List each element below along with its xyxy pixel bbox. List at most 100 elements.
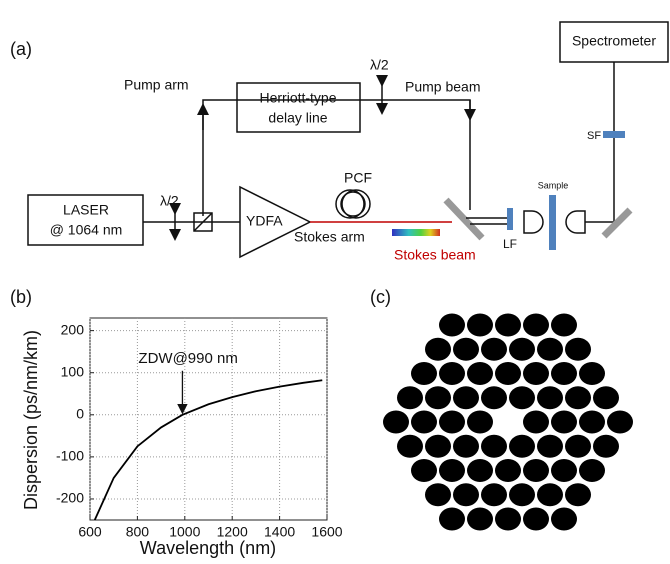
- x-tick-label: 1000: [169, 524, 200, 540]
- laser-box: [27, 194, 144, 246]
- air-hole: [509, 386, 535, 410]
- y-axis-label: Dispersion (ps/nm/km): [21, 330, 41, 510]
- delay-label: delay line: [268, 110, 327, 126]
- spectrometer-label: Spectrometer: [572, 33, 656, 49]
- air-hole: [551, 313, 577, 337]
- sample: [549, 195, 556, 250]
- air-hole: [467, 313, 493, 337]
- laser-label: @ 1064 nm: [50, 222, 123, 238]
- air-hole: [523, 458, 549, 482]
- air-hole: [439, 313, 465, 337]
- air-hole: [579, 410, 605, 434]
- beam-splitter: [193, 212, 213, 232]
- half-wave-label: λ/2: [370, 57, 389, 73]
- air-hole: [467, 362, 493, 386]
- air-hole: [453, 483, 479, 507]
- air-hole: [523, 362, 549, 386]
- sample-label: Sample: [538, 180, 569, 190]
- air-hole: [453, 337, 479, 361]
- air-hole: [495, 313, 521, 337]
- mirror: [601, 207, 633, 239]
- ydfa-label: YDFA: [246, 213, 283, 229]
- x-tick-label: 600: [78, 524, 102, 540]
- laser-label: LASER: [63, 202, 109, 218]
- air-hole: [495, 362, 521, 386]
- fiber-coil: [341, 189, 371, 219]
- air-hole: [481, 386, 507, 410]
- air-hole: [565, 434, 591, 458]
- air-hole: [579, 458, 605, 482]
- air-hole: [439, 458, 465, 482]
- air-hole: [593, 434, 619, 458]
- ydfa: [239, 185, 312, 259]
- air-hole: [523, 313, 549, 337]
- air-hole: [397, 386, 423, 410]
- air-hole: [551, 458, 577, 482]
- air-hole: [523, 507, 549, 531]
- air-hole: [453, 434, 479, 458]
- sf-filter: [603, 131, 625, 138]
- air-hole: [453, 386, 479, 410]
- panel-label: (b): [10, 287, 32, 307]
- annotation: ZDW@990 nm: [138, 350, 237, 367]
- x-tick-label: 1600: [311, 524, 342, 540]
- air-hole: [537, 386, 563, 410]
- air-hole: [425, 386, 451, 410]
- y-tick-label: -100: [56, 448, 84, 464]
- sf-label: SF: [587, 130, 601, 142]
- air-hole: [411, 458, 437, 482]
- half-wave-label: λ/2: [160, 193, 179, 209]
- air-hole: [551, 362, 577, 386]
- lf-label: LF: [503, 237, 517, 251]
- y-tick-label: 0: [76, 405, 84, 421]
- air-hole: [397, 434, 423, 458]
- dispersion-chart: (b) Wavelength (nm) Dispersion (ps/nm/km…: [10, 287, 343, 558]
- air-hole: [565, 483, 591, 507]
- fiber-coil: [340, 191, 366, 217]
- air-hole: [551, 507, 577, 531]
- delay-label: Herriott-type: [259, 90, 336, 106]
- y-tick-label: 100: [61, 363, 85, 379]
- air-hole: [411, 410, 437, 434]
- air-hole: [411, 362, 437, 386]
- pcf-cross-section: (c): [370, 287, 633, 531]
- pump-arm-label: Pump arm: [124, 77, 189, 93]
- air-hole: [579, 362, 605, 386]
- lens: [565, 210, 586, 234]
- delay-box: [236, 82, 361, 133]
- x-tick-label: 1400: [264, 524, 295, 540]
- dispersion-curve: [93, 379, 323, 521]
- x-tick-label: 800: [126, 524, 150, 540]
- air-hole: [593, 386, 619, 410]
- x-axis-label: Wavelength (nm): [140, 538, 276, 558]
- air-hole: [509, 337, 535, 361]
- air-hole: [509, 483, 535, 507]
- spectrum: [392, 229, 440, 236]
- air-hole: [565, 386, 591, 410]
- setup-diagram: (a) Spectrometer SF Herriott-type delay …: [10, 21, 669, 263]
- lf-filter: [507, 208, 513, 230]
- air-hole: [523, 410, 549, 434]
- pcf-label: PCF: [344, 170, 372, 186]
- air-hole: [537, 483, 563, 507]
- pump-path: [202, 99, 471, 216]
- air-hole: [565, 337, 591, 361]
- air-hole: [439, 507, 465, 531]
- air-hole: [537, 434, 563, 458]
- air-hole: [607, 410, 633, 434]
- air-hole: [425, 337, 451, 361]
- y-tick-label: 200: [61, 321, 85, 337]
- lens: [523, 210, 544, 234]
- air-hole: [537, 337, 563, 361]
- air-hole: [551, 410, 577, 434]
- y-tick-label: -200: [56, 490, 84, 506]
- air-hole: [509, 434, 535, 458]
- stokes-arm-label: Stokes arm: [294, 229, 365, 245]
- air-hole: [481, 434, 507, 458]
- air-hole: [467, 507, 493, 531]
- air-hole: [425, 483, 451, 507]
- x-tick-label: 1200: [217, 524, 248, 540]
- air-hole: [439, 362, 465, 386]
- air-hole: [481, 483, 507, 507]
